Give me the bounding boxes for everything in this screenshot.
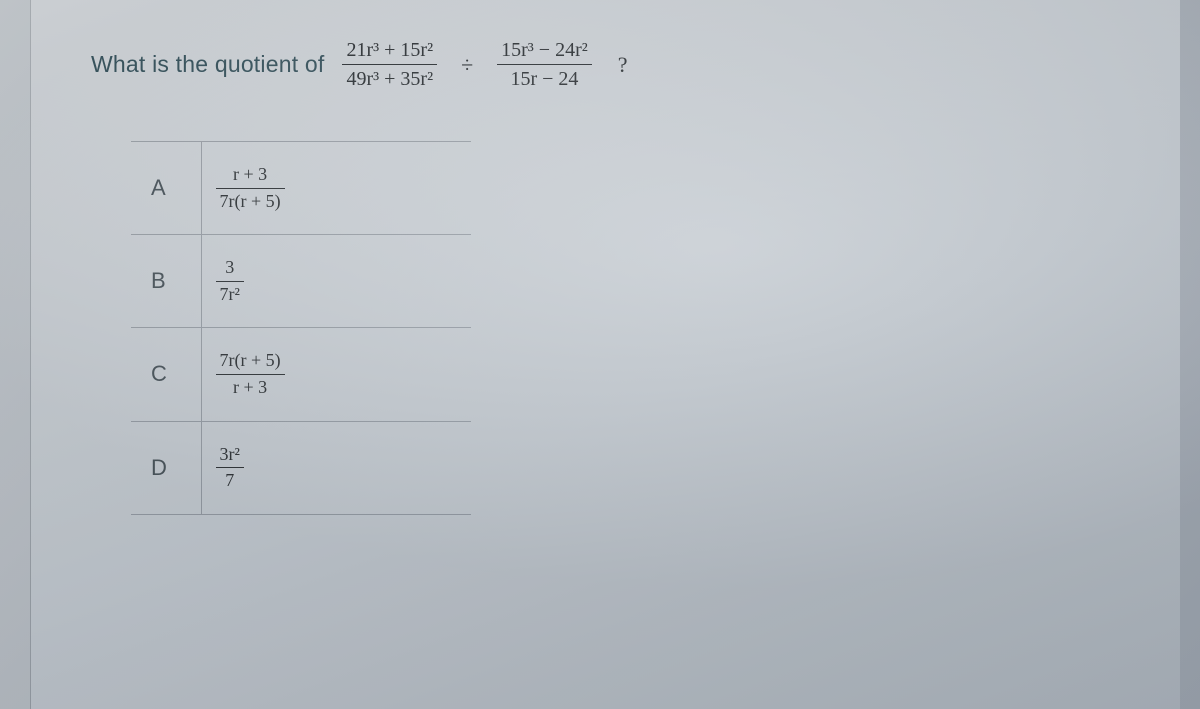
option-d-den: 7 bbox=[221, 470, 238, 492]
option-letter: B bbox=[151, 268, 166, 293]
fraction-bar bbox=[342, 64, 437, 65]
option-letter: C bbox=[151, 361, 167, 386]
option-row-b[interactable]: B 3 7r² bbox=[131, 235, 471, 328]
question-mark: ? bbox=[618, 52, 628, 78]
option-row-a[interactable]: A r + 3 7r(r + 5) bbox=[131, 142, 471, 235]
fraction-bar bbox=[216, 281, 244, 282]
option-a-fraction: r + 3 7r(r + 5) bbox=[216, 164, 285, 212]
option-content-cell: 3r² 7 bbox=[201, 421, 471, 514]
option-a-den: 7r(r + 5) bbox=[216, 191, 285, 213]
option-label-cell: D bbox=[131, 421, 201, 514]
option-d-fraction: 3r² 7 bbox=[216, 444, 244, 492]
question-row: What is the quotient of 21r³ + 15r² 49r³… bbox=[91, 38, 1140, 91]
option-row-c[interactable]: C 7r(r + 5) r + 3 bbox=[131, 328, 471, 421]
answer-options: A r + 3 7r(r + 5) B bbox=[131, 141, 471, 515]
option-label-cell: B bbox=[131, 235, 201, 328]
option-content-cell: r + 3 7r(r + 5) bbox=[201, 142, 471, 235]
frac1-denominator: 49r³ + 35r² bbox=[342, 67, 437, 91]
option-row-d[interactable]: D 3r² 7 bbox=[131, 421, 471, 514]
frac2-numerator: 15r³ − 24r² bbox=[497, 38, 592, 62]
fraction-bar bbox=[216, 467, 244, 468]
option-c-den: r + 3 bbox=[229, 377, 271, 399]
fraction-bar bbox=[216, 188, 285, 189]
fraction-bar bbox=[497, 64, 592, 65]
question-fraction-1: 21r³ + 15r² 49r³ + 35r² bbox=[342, 38, 437, 91]
option-letter: D bbox=[151, 455, 167, 480]
option-c-num: 7r(r + 5) bbox=[216, 350, 285, 372]
division-operator: ÷ bbox=[455, 52, 479, 78]
option-d-num: 3r² bbox=[216, 444, 244, 466]
question-fraction-2: 15r³ − 24r² 15r − 24 bbox=[497, 38, 592, 91]
option-a-num: r + 3 bbox=[229, 164, 271, 186]
fraction-bar bbox=[216, 374, 285, 375]
option-b-num: 3 bbox=[221, 257, 238, 279]
question-text: What is the quotient of bbox=[91, 51, 324, 78]
option-letter: A bbox=[151, 175, 166, 200]
frac1-numerator: 21r³ + 15r² bbox=[342, 38, 437, 62]
option-b-den: 7r² bbox=[216, 284, 244, 306]
option-content-cell: 3 7r² bbox=[201, 235, 471, 328]
option-c-fraction: 7r(r + 5) r + 3 bbox=[216, 350, 285, 398]
frac2-denominator: 15r − 24 bbox=[506, 67, 582, 91]
option-label-cell: A bbox=[131, 142, 201, 235]
option-label-cell: C bbox=[131, 328, 201, 421]
option-content-cell: 7r(r + 5) r + 3 bbox=[201, 328, 471, 421]
option-b-fraction: 3 7r² bbox=[216, 257, 244, 305]
